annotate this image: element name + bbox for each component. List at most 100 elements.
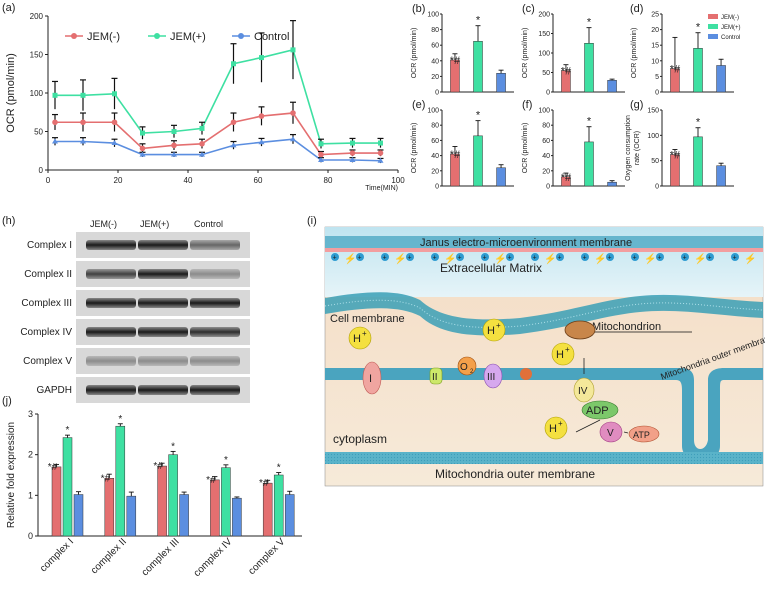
- a-point: [231, 61, 236, 67]
- ion-sign: +: [508, 255, 512, 262]
- panel-label-d: (d): [630, 3, 643, 15]
- g-ytick-label: 150: [647, 108, 659, 115]
- j-category-label: complex IV: [192, 536, 235, 579]
- j-sig-mark: *#: [259, 478, 269, 489]
- ion-circle: [731, 253, 739, 261]
- e-sig-mark: *#: [450, 149, 461, 161]
- f-ytick-label: 20: [542, 168, 550, 175]
- janus-membrane: [325, 236, 763, 248]
- h-plus-badge: [544, 416, 568, 440]
- svg-text:III: III: [487, 372, 495, 383]
- a-legend-label: JEM(-): [87, 31, 120, 43]
- blot-band: [86, 385, 136, 395]
- a-point: [80, 119, 86, 126]
- d-sig-mark: *#: [670, 64, 681, 76]
- a-point: [199, 141, 205, 147]
- b-ytick-label: 100: [427, 12, 439, 19]
- j-ytick-label: 2: [28, 450, 33, 460]
- blot-band: [190, 240, 240, 250]
- e-ytick-label: 100: [427, 108, 439, 115]
- ion-circle: [406, 253, 414, 261]
- b-sig-mark: *: [476, 15, 481, 27]
- a-point: [290, 47, 296, 53]
- c-bar: [607, 80, 617, 93]
- ion-circle: [431, 253, 439, 261]
- small-legend-swatch: [708, 34, 718, 39]
- a-point: [111, 140, 118, 146]
- j-ylabel: Relative fold expression: [6, 422, 17, 528]
- mito-outer-bottom-label: Mitochondria outer membrane: [435, 467, 595, 481]
- blot-row-label: Complex V: [23, 356, 72, 367]
- a-point: [139, 151, 146, 157]
- d-ylabel: OCR (pmol/min): [631, 28, 638, 79]
- j-bar: [168, 454, 178, 537]
- e-bar: [496, 167, 506, 187]
- western-blot: JEM(-) JEM(+) Control Complex I Complex I…: [20, 219, 252, 409]
- ion-circle: [531, 253, 539, 261]
- a-point: [171, 151, 177, 157]
- bolt-icon: ⚡: [444, 252, 456, 265]
- blot-band: [86, 240, 136, 250]
- ion-circle: [481, 253, 489, 261]
- c-ylabel: OCR (pmol/min): [522, 28, 529, 79]
- panel-label-i: (i): [307, 215, 317, 227]
- a-point: [290, 110, 296, 116]
- j-bar: [104, 478, 115, 537]
- ion-sign: +: [358, 255, 362, 262]
- svg-text:I: I: [369, 373, 372, 385]
- j-bar: [51, 466, 62, 537]
- h-plus-badge: [551, 342, 575, 366]
- panel-label-j: (j): [2, 395, 12, 407]
- ion-circle: [506, 253, 514, 261]
- flow-arrows: [575, 358, 629, 434]
- blot-band: [138, 269, 188, 279]
- j-sig-mark: *#: [101, 473, 111, 484]
- ion-circle: [706, 253, 714, 261]
- b-ytick-label: 60: [431, 43, 439, 50]
- small-legend-label: JEM(+): [721, 25, 741, 31]
- blot-band: [86, 298, 136, 308]
- blot-row-label: Complex III: [21, 298, 72, 309]
- ion-circle: [456, 253, 464, 261]
- a-xtick-label: 20: [114, 176, 123, 185]
- svg-text:O: O: [460, 362, 468, 373]
- a-point: [52, 138, 58, 144]
- small-legend: JEM(-) JEM(+) Control: [708, 14, 741, 41]
- ion-sign: +: [533, 255, 537, 262]
- d-ytick-label: 10: [651, 58, 659, 65]
- a-point: [139, 145, 146, 152]
- c-bar: [584, 43, 594, 93]
- bolt-icon: ⚡: [694, 252, 706, 265]
- g-ytick-label: 100: [647, 133, 659, 140]
- a-ytick-label: 0: [39, 166, 44, 175]
- g-ytick-label: 50: [651, 158, 659, 165]
- a-xtick-label: 60: [254, 176, 263, 185]
- j-bar: [262, 482, 273, 537]
- j-bar: [157, 465, 167, 537]
- blot-band: [138, 327, 188, 337]
- a-point: [80, 138, 86, 144]
- a-point: [230, 119, 237, 126]
- a-point: [318, 151, 324, 158]
- h-plus-badge: [348, 326, 372, 350]
- a-point: [52, 119, 58, 126]
- blot-row-label: Complex II: [24, 269, 72, 280]
- c-ytick-label: 200: [538, 12, 550, 19]
- j-category-label: complex I: [38, 536, 76, 574]
- blot-band: [138, 385, 188, 395]
- complex-iv: IV: [573, 377, 595, 403]
- a-series-line: [55, 112, 381, 156]
- panel-label-b: (b): [412, 3, 425, 15]
- ion-sign: +: [483, 255, 487, 262]
- ion-sign: +: [433, 255, 437, 262]
- a-point: [258, 139, 265, 145]
- c-ytick-label: 100: [538, 51, 550, 58]
- a-point: [80, 92, 86, 98]
- ion-row: + ⚡ + + ⚡ + + ⚡ + + ⚡ + + ⚡ + + ⚡ + + ⚡ + + ⚡ + + ⚡: [331, 252, 756, 265]
- blot-col-jem-plus: JEM(+): [140, 219, 169, 229]
- j-ytick-label: 1: [28, 490, 33, 500]
- complex-iii: III: [483, 363, 503, 389]
- j-sig-mark: *: [171, 441, 175, 452]
- a-point: [259, 55, 264, 61]
